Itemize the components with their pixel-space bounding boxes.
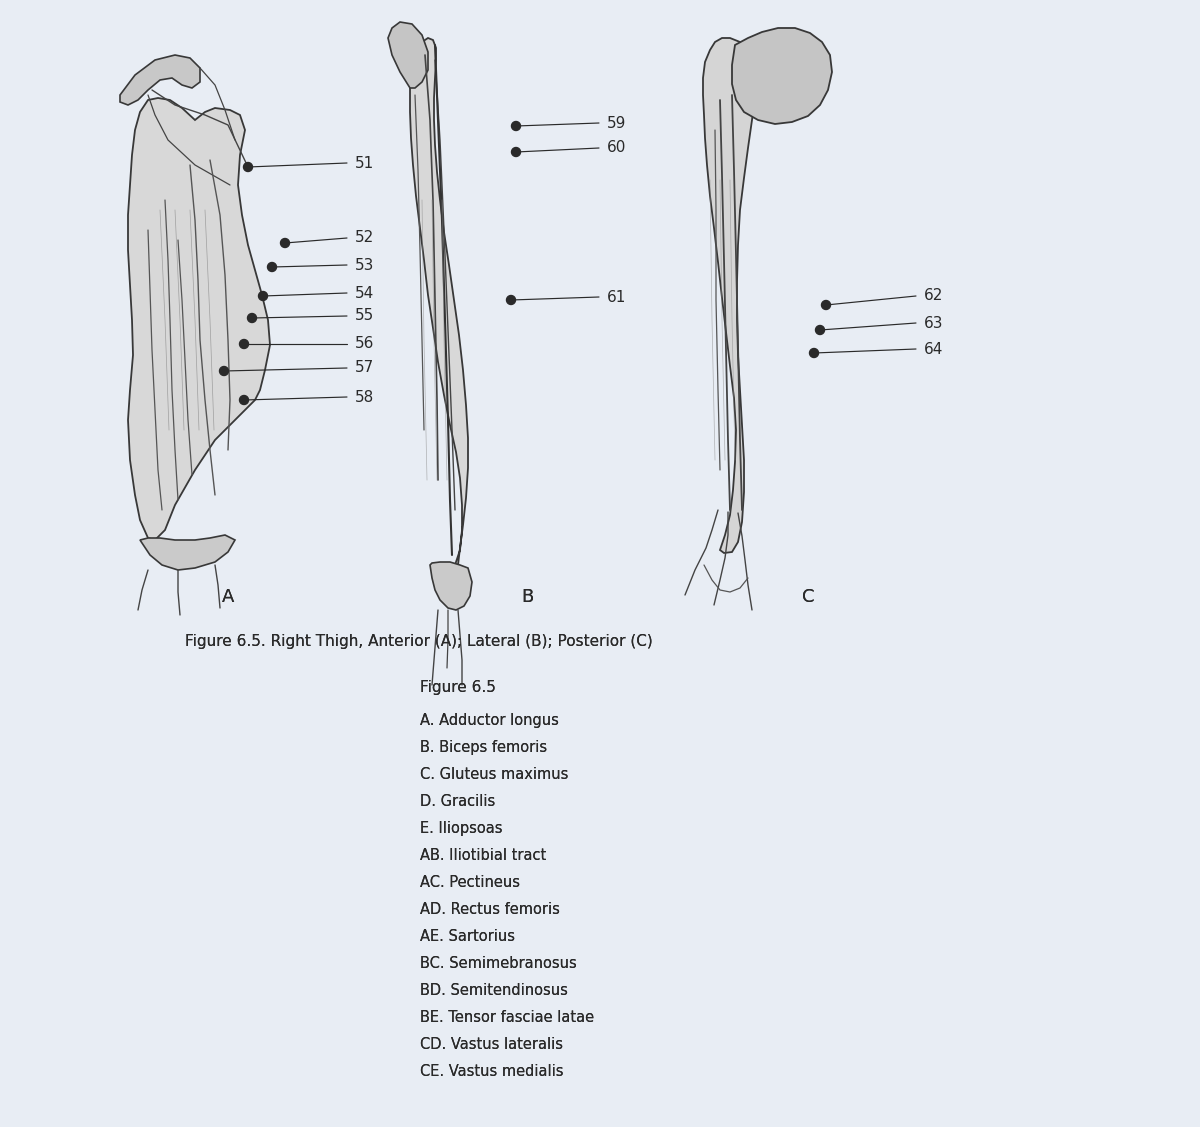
Circle shape bbox=[220, 366, 228, 375]
Text: AC. Pectineus: AC. Pectineus bbox=[420, 875, 520, 890]
Circle shape bbox=[511, 148, 521, 157]
Circle shape bbox=[244, 162, 252, 171]
Text: 51: 51 bbox=[355, 156, 374, 170]
Text: AE. Sartorius: AE. Sartorius bbox=[420, 929, 515, 944]
Text: 61: 61 bbox=[607, 290, 626, 304]
Text: 59: 59 bbox=[607, 115, 626, 131]
Text: 64: 64 bbox=[924, 341, 943, 356]
Text: BD. Semitendinosus: BD. Semitendinosus bbox=[420, 983, 568, 999]
Text: 63: 63 bbox=[924, 316, 943, 330]
Text: E. Iliopsoas: E. Iliopsoas bbox=[420, 820, 503, 836]
Text: 52: 52 bbox=[355, 231, 374, 246]
Text: A. Adductor longus: A. Adductor longus bbox=[420, 713, 559, 728]
Circle shape bbox=[281, 239, 289, 248]
Text: B. Biceps femoris: B. Biceps femoris bbox=[420, 740, 547, 755]
Text: C: C bbox=[802, 588, 815, 606]
Text: A: A bbox=[222, 588, 234, 606]
Circle shape bbox=[816, 326, 824, 335]
Circle shape bbox=[268, 263, 276, 272]
PathPatch shape bbox=[120, 55, 200, 105]
Text: BD. Semitendinosus: BD. Semitendinosus bbox=[420, 983, 568, 999]
Text: C. Gluteus maximus: C. Gluteus maximus bbox=[420, 767, 569, 782]
Text: 53: 53 bbox=[355, 257, 374, 273]
Text: Figure 6.5: Figure 6.5 bbox=[420, 680, 496, 695]
Text: Figure 6.5: Figure 6.5 bbox=[420, 680, 496, 695]
PathPatch shape bbox=[128, 98, 270, 540]
Circle shape bbox=[240, 396, 248, 405]
Circle shape bbox=[247, 313, 257, 322]
Text: B: B bbox=[521, 588, 533, 606]
Text: 56: 56 bbox=[355, 337, 374, 352]
Circle shape bbox=[258, 292, 268, 301]
Circle shape bbox=[240, 339, 248, 348]
Text: Figure 6.5. Right Thigh, Anterior (A); Lateral (B); Posterior (C): Figure 6.5. Right Thigh, Anterior (A); L… bbox=[185, 635, 653, 649]
Text: E. Iliopsoas: E. Iliopsoas bbox=[420, 820, 503, 836]
Text: AE. Sartorius: AE. Sartorius bbox=[420, 929, 515, 944]
Text: BE. Tensor fasciae latae: BE. Tensor fasciae latae bbox=[420, 1010, 594, 1024]
Text: CD. Vastus lateralis: CD. Vastus lateralis bbox=[420, 1037, 563, 1051]
Text: C: C bbox=[802, 588, 815, 606]
Text: CD. Vastus lateralis: CD. Vastus lateralis bbox=[420, 1037, 563, 1051]
Text: AD. Rectus femoris: AD. Rectus femoris bbox=[420, 902, 560, 917]
Circle shape bbox=[506, 295, 516, 304]
PathPatch shape bbox=[140, 535, 235, 570]
Text: Figure 6.5. Right Thigh, Anterior (A); Lateral (B); Posterior (C): Figure 6.5. Right Thigh, Anterior (A); L… bbox=[185, 635, 653, 649]
Text: AD. Rectus femoris: AD. Rectus femoris bbox=[420, 902, 560, 917]
Text: BC. Semimebranosus: BC. Semimebranosus bbox=[420, 956, 577, 971]
Text: AB. Iliotibial tract: AB. Iliotibial tract bbox=[420, 848, 546, 863]
Text: 60: 60 bbox=[607, 141, 626, 156]
Circle shape bbox=[810, 348, 818, 357]
PathPatch shape bbox=[703, 38, 756, 553]
Text: AC. Pectineus: AC. Pectineus bbox=[420, 875, 520, 890]
Text: CE. Vastus medialis: CE. Vastus medialis bbox=[420, 1064, 564, 1079]
Text: CE. Vastus medialis: CE. Vastus medialis bbox=[420, 1064, 564, 1079]
Text: 62: 62 bbox=[924, 289, 943, 303]
Text: AB. Iliotibial tract: AB. Iliotibial tract bbox=[420, 848, 546, 863]
Text: 54: 54 bbox=[355, 285, 374, 301]
PathPatch shape bbox=[388, 23, 428, 88]
Text: C. Gluteus maximus: C. Gluteus maximus bbox=[420, 767, 569, 782]
Text: D. Gracilis: D. Gracilis bbox=[420, 795, 496, 809]
Text: A: A bbox=[222, 588, 234, 606]
Text: B: B bbox=[521, 588, 533, 606]
Text: 57: 57 bbox=[355, 361, 374, 375]
Circle shape bbox=[822, 301, 830, 310]
Text: BC. Semimebranosus: BC. Semimebranosus bbox=[420, 956, 577, 971]
Text: A. Adductor longus: A. Adductor longus bbox=[420, 713, 559, 728]
Text: B. Biceps femoris: B. Biceps femoris bbox=[420, 740, 547, 755]
Circle shape bbox=[511, 122, 521, 131]
PathPatch shape bbox=[732, 28, 832, 124]
Text: 58: 58 bbox=[355, 390, 374, 405]
PathPatch shape bbox=[430, 562, 472, 610]
PathPatch shape bbox=[410, 38, 468, 565]
Text: 55: 55 bbox=[355, 309, 374, 323]
Text: BE. Tensor fasciae latae: BE. Tensor fasciae latae bbox=[420, 1010, 594, 1024]
Text: D. Gracilis: D. Gracilis bbox=[420, 795, 496, 809]
